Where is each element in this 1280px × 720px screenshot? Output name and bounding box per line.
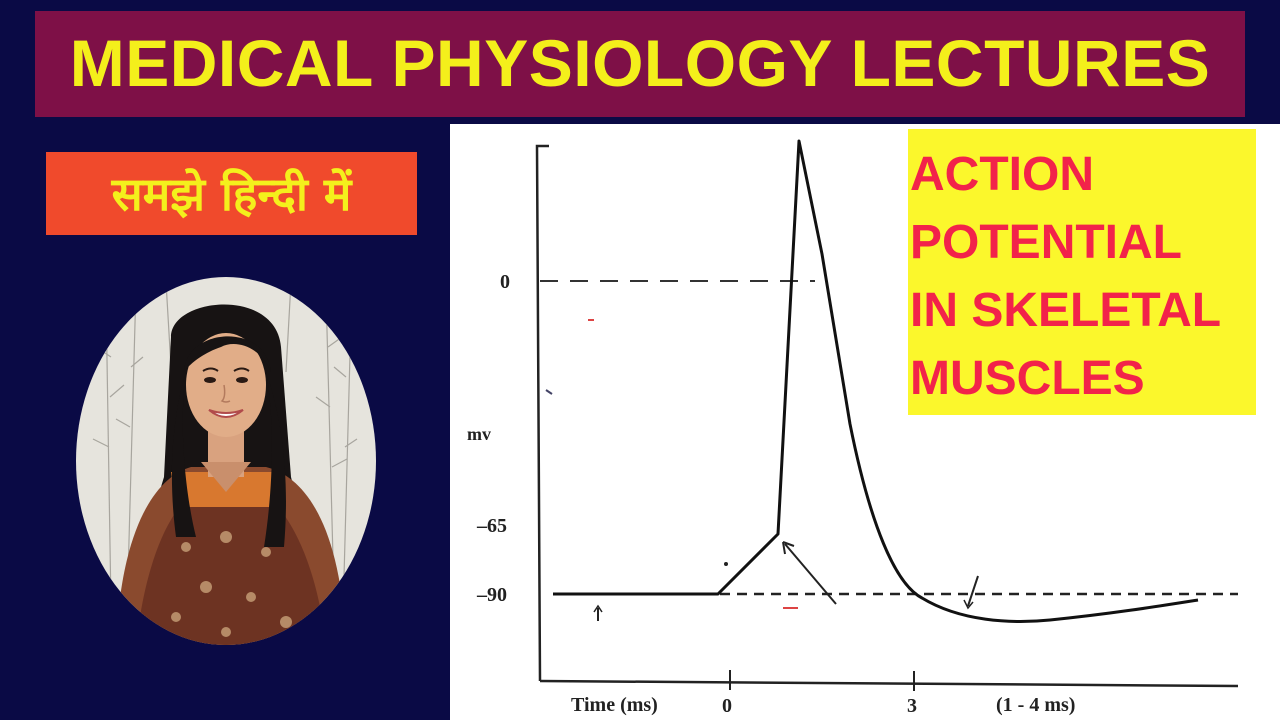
hyperpolarization-arrow [967, 575, 979, 607]
y-tick-label-65: –65 [476, 515, 507, 537]
y-tick-label-90: –90 [476, 584, 507, 606]
topic-line-4: MUSCLES [910, 352, 1145, 405]
x-axis [539, 679, 1239, 688]
presenter-portrait [76, 277, 376, 645]
title-banner: MEDICAL PHYSIOLOGY LECTURES [35, 11, 1245, 117]
hyperpolarization-arrowhead [963, 599, 974, 610]
threshold-arrow [784, 543, 837, 605]
topic-line-2: POTENTIAL [910, 216, 1182, 269]
hindi-subtitle: समझे हिन्दी में [111, 167, 352, 221]
duration-note: (1 - 4 ms) [996, 694, 1075, 716]
stray-mark [724, 562, 728, 566]
stimulus-arrowhead [593, 604, 603, 613]
topic-line-3: IN SKELETAL [910, 284, 1222, 337]
x-tick-label-3: 3 [907, 695, 917, 717]
x-axis-title: Time (ms) [571, 694, 658, 716]
y-unit-label: mv [467, 424, 491, 444]
topic-box: ACTION POTENTIAL IN SKELETAL MUSCLES [908, 129, 1256, 415]
action-potential-diagram: 0 mv –65 –90 Time (ms) 0 3 (1 - 4 ms) [467, 139, 1239, 717]
y-tick-label-0: 0 [500, 271, 510, 293]
y-axis [535, 144, 549, 682]
x-tick-label-0: 0 [722, 695, 732, 717]
topic-line-1: ACTION [910, 148, 1094, 201]
lecture-title: MEDICAL PHYSIOLOGY LECTURES [69, 26, 1211, 100]
threshold-arrowhead [782, 541, 795, 555]
action-potential-curve [553, 139, 1199, 623]
presenter-illustration [92, 281, 358, 645]
stray-mark-blue [545, 389, 553, 395]
hindi-subtitle-box: समझे हिन्दी में [46, 152, 417, 235]
